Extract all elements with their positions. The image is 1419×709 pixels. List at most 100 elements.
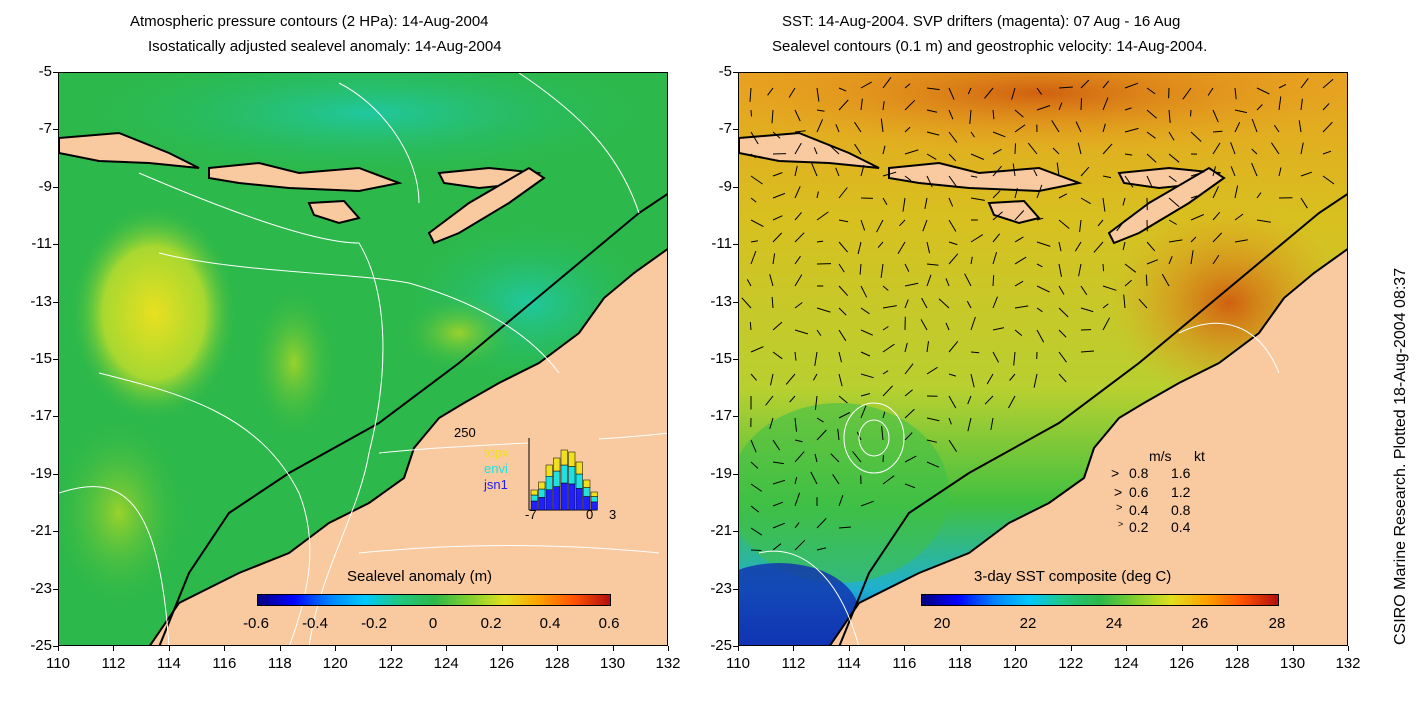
velocity-vector bbox=[904, 299, 909, 309]
velocity-vector bbox=[970, 131, 975, 138]
velocity-vector bbox=[948, 219, 957, 232]
velocity-vector bbox=[1058, 219, 1070, 229]
velocity-vector bbox=[1300, 77, 1309, 89]
velocity-vector bbox=[948, 253, 959, 265]
velocity-vector bbox=[1008, 395, 1016, 409]
velocity-vector bbox=[838, 263, 845, 273]
velocity-vector bbox=[1102, 143, 1113, 155]
velocity-vector bbox=[1052, 147, 1060, 155]
velocity-vector bbox=[860, 329, 874, 336]
x-tick-mark bbox=[612, 646, 614, 651]
x-tick-mark bbox=[1292, 646, 1294, 651]
velocity-vector bbox=[750, 175, 763, 185]
velocity-vector bbox=[1256, 192, 1262, 199]
velocity-vector bbox=[794, 522, 800, 529]
velocity-vector bbox=[1014, 256, 1027, 265]
velocity-vector bbox=[1058, 329, 1067, 338]
velocity-vector bbox=[926, 366, 938, 375]
velocity-vector bbox=[904, 483, 916, 489]
velocity-vector bbox=[838, 87, 847, 92]
inset-bar bbox=[538, 488, 546, 498]
x-tick-mark bbox=[557, 646, 559, 651]
velocity-vector bbox=[860, 500, 874, 507]
vector-legend-ms: 0.8 bbox=[1129, 465, 1149, 481]
velocity-vector bbox=[1145, 274, 1148, 287]
altimeter-inset-histogram bbox=[528, 438, 599, 513]
sla-colorbar-tick: -0.4 bbox=[302, 615, 328, 632]
velocity-vector bbox=[1251, 162, 1258, 177]
velocity-vector bbox=[948, 373, 957, 377]
y-tick-mark bbox=[733, 416, 738, 418]
inset-xtick-min: -7 bbox=[525, 507, 537, 522]
velocity-vector bbox=[926, 109, 938, 113]
velocity-vector bbox=[794, 232, 805, 243]
velocity-vector bbox=[816, 329, 822, 336]
velocity-vector bbox=[794, 451, 805, 463]
velocity-vector bbox=[1058, 263, 1062, 277]
velocity-vector bbox=[948, 417, 952, 425]
velocity-vector bbox=[859, 263, 862, 275]
velocity-vector bbox=[926, 439, 937, 443]
y-tick-label: -9 bbox=[718, 177, 732, 195]
velocity-vector bbox=[1300, 142, 1304, 155]
velocity-vector bbox=[810, 471, 818, 485]
velocity-vector bbox=[970, 316, 976, 331]
velocity-vector bbox=[926, 241, 931, 254]
inset-bar bbox=[568, 451, 576, 467]
y-tick-label: -11 bbox=[711, 235, 732, 253]
y-tick-label: -17 bbox=[30, 407, 52, 425]
velocity-vector bbox=[769, 417, 774, 429]
velocity-vector bbox=[1322, 175, 1335, 185]
velocity-vector bbox=[772, 192, 786, 199]
velocity-vector bbox=[854, 121, 862, 133]
velocity-vector bbox=[772, 232, 783, 243]
velocity-vector bbox=[992, 233, 1000, 243]
y-tick-mark bbox=[53, 473, 58, 475]
velocity-vector bbox=[967, 417, 972, 432]
velocity-vector bbox=[926, 341, 929, 353]
right-title-line2: Sealevel contours (0.1 m) and geostrophi… bbox=[772, 38, 1208, 55]
velocity-vector bbox=[794, 186, 801, 199]
velocity-vector bbox=[772, 351, 783, 360]
vector-legend-kt: 0.4 bbox=[1171, 519, 1191, 535]
velocity-vector bbox=[1322, 150, 1332, 155]
vector-legend-kt: 1.2 bbox=[1171, 484, 1191, 500]
x-tick-label: 112 bbox=[101, 655, 126, 672]
velocity-vector bbox=[816, 240, 824, 243]
velocity-vector bbox=[835, 124, 840, 133]
velocity-vector bbox=[1074, 241, 1082, 252]
y-tick-label: -9 bbox=[38, 177, 52, 195]
velocity-vector bbox=[1056, 162, 1060, 177]
velocity-vector bbox=[771, 296, 774, 309]
velocity-vector bbox=[794, 329, 809, 335]
velocity-vector bbox=[882, 77, 892, 89]
velocity-vector bbox=[1212, 254, 1220, 265]
velocity-vector bbox=[765, 395, 774, 406]
velocity-vector bbox=[966, 300, 972, 309]
velocity-vector bbox=[1102, 123, 1106, 133]
velocity-vector bbox=[948, 241, 958, 246]
velocity-vector bbox=[772, 501, 783, 507]
velocity-vector bbox=[837, 428, 840, 441]
velocity-vector bbox=[794, 492, 801, 507]
sla-colorbar-tick: -0.2 bbox=[361, 615, 387, 632]
inset-xtick-zero: 0 bbox=[586, 507, 594, 522]
vector-legend-kt: 0.8 bbox=[1171, 502, 1191, 518]
velocity-vector bbox=[1058, 351, 1067, 363]
velocity-vector bbox=[1190, 131, 1202, 142]
velocity-vector bbox=[860, 393, 871, 397]
inset-bar bbox=[545, 489, 553, 511]
velocity-vector bbox=[948, 197, 954, 207]
velocity-vector bbox=[904, 99, 916, 111]
velocity-vector bbox=[772, 439, 781, 451]
velocity-vector bbox=[1058, 373, 1067, 383]
velocity-vector bbox=[992, 131, 1006, 138]
velocity-vector bbox=[945, 278, 950, 287]
velocity-vector bbox=[1014, 236, 1024, 243]
sst-colorbar-label: 3-day SST composite (deg C) bbox=[974, 568, 1172, 585]
vector-legend-arrow-icon: > bbox=[1114, 484, 1123, 500]
x-tick-mark bbox=[390, 646, 392, 651]
velocity-vector bbox=[838, 329, 847, 342]
velocity-vector bbox=[904, 389, 913, 397]
x-tick-label: 118 bbox=[267, 655, 292, 672]
